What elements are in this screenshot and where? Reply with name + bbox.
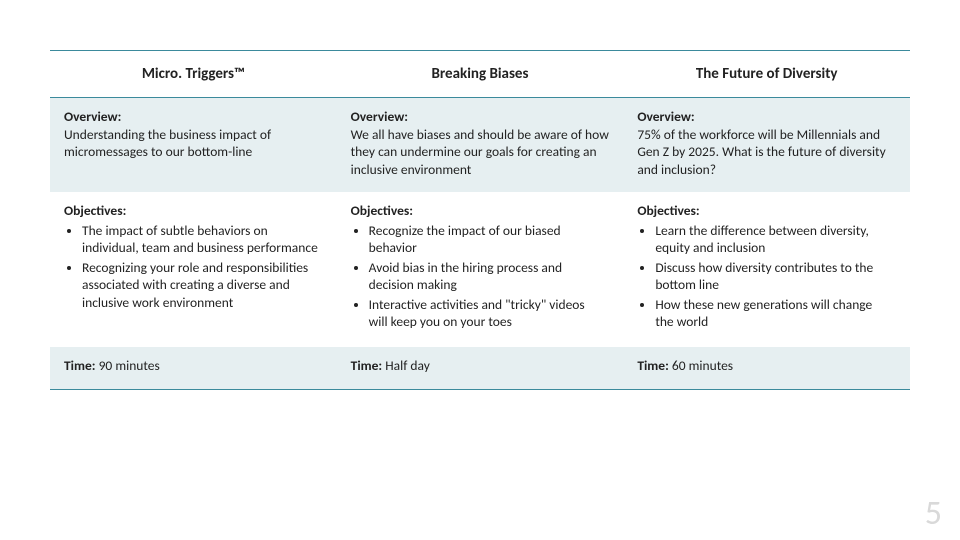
objectives-label: Objectives: [351, 202, 413, 219]
time-cell-3: Time: 60 minutes [623, 347, 910, 389]
overview-cell-1: Overview: Understanding the business imp… [50, 98, 337, 193]
list-item: Discuss how diversity contributes to the… [655, 259, 896, 294]
time-label: Time: [351, 357, 383, 374]
col-header-2: Breaking Biases [337, 51, 624, 98]
overview-text-3: 75% of the workforce will be Millennials… [637, 126, 885, 178]
row-time: Time: 90 minutes Time: Half day Time: 60… [50, 347, 910, 389]
overview-cell-2: Overview: We all have biases and should … [337, 98, 624, 193]
time-value-1: 90 minutes [99, 357, 160, 374]
overview-label: Overview: [351, 108, 408, 125]
overview-text-1: Understanding the business impact of mic… [64, 126, 271, 161]
time-label: Time: [637, 357, 669, 374]
time-cell-2: Time: Half day [337, 347, 624, 389]
col-header-1: Micro. Triggers™ [50, 51, 337, 98]
time-label: Time: [64, 357, 96, 374]
overview-label: Overview: [637, 108, 694, 125]
list-item: Recognizing your role and responsibiliti… [82, 259, 323, 312]
objectives-label: Objectives: [637, 202, 699, 219]
time-cell-1: Time: 90 minutes [50, 347, 337, 389]
overview-cell-3: Overview: 75% of the workforce will be M… [623, 98, 910, 193]
list-item: How these new generations will change th… [655, 296, 896, 331]
page-number: 5 [925, 493, 942, 534]
list-item: The impact of subtle behaviors on indivi… [82, 222, 323, 257]
objectives-cell-1: Objectives: The impact of subtle behavio… [50, 192, 337, 347]
slide-content: Micro. Triggers™ Breaking Biases The Fut… [0, 0, 960, 390]
objectives-label: Objectives: [64, 202, 126, 219]
list-item: Learn the difference between diversity, … [655, 222, 896, 257]
row-overview: Overview: Understanding the business imp… [50, 98, 910, 193]
list-item: Interactive activities and "tricky" vide… [369, 296, 610, 331]
time-value-2: Half day [385, 357, 430, 374]
objectives-cell-2: Objectives: Recognize the impact of our … [337, 192, 624, 347]
col-header-3: The Future of Diversity [623, 51, 910, 98]
table-header-row: Micro. Triggers™ Breaking Biases The Fut… [50, 51, 910, 98]
list-item: Recognize the impact of our biased behav… [369, 222, 610, 257]
objectives-cell-3: Objectives: Learn the difference between… [623, 192, 910, 347]
objectives-list-2: Recognize the impact of our biased behav… [351, 222, 610, 331]
list-item: Avoid bias in the hiring process and dec… [369, 259, 610, 294]
overview-label: Overview: [64, 108, 121, 125]
courses-table: Micro. Triggers™ Breaking Biases The Fut… [50, 50, 910, 390]
overview-text-2: We all have biases and should be aware o… [351, 126, 609, 178]
objectives-list-1: The impact of subtle behaviors on indivi… [64, 222, 323, 312]
time-value-3: 60 minutes [672, 357, 733, 374]
objectives-list-3: Learn the difference between diversity, … [637, 222, 896, 331]
row-objectives: Objectives: The impact of subtle behavio… [50, 192, 910, 347]
